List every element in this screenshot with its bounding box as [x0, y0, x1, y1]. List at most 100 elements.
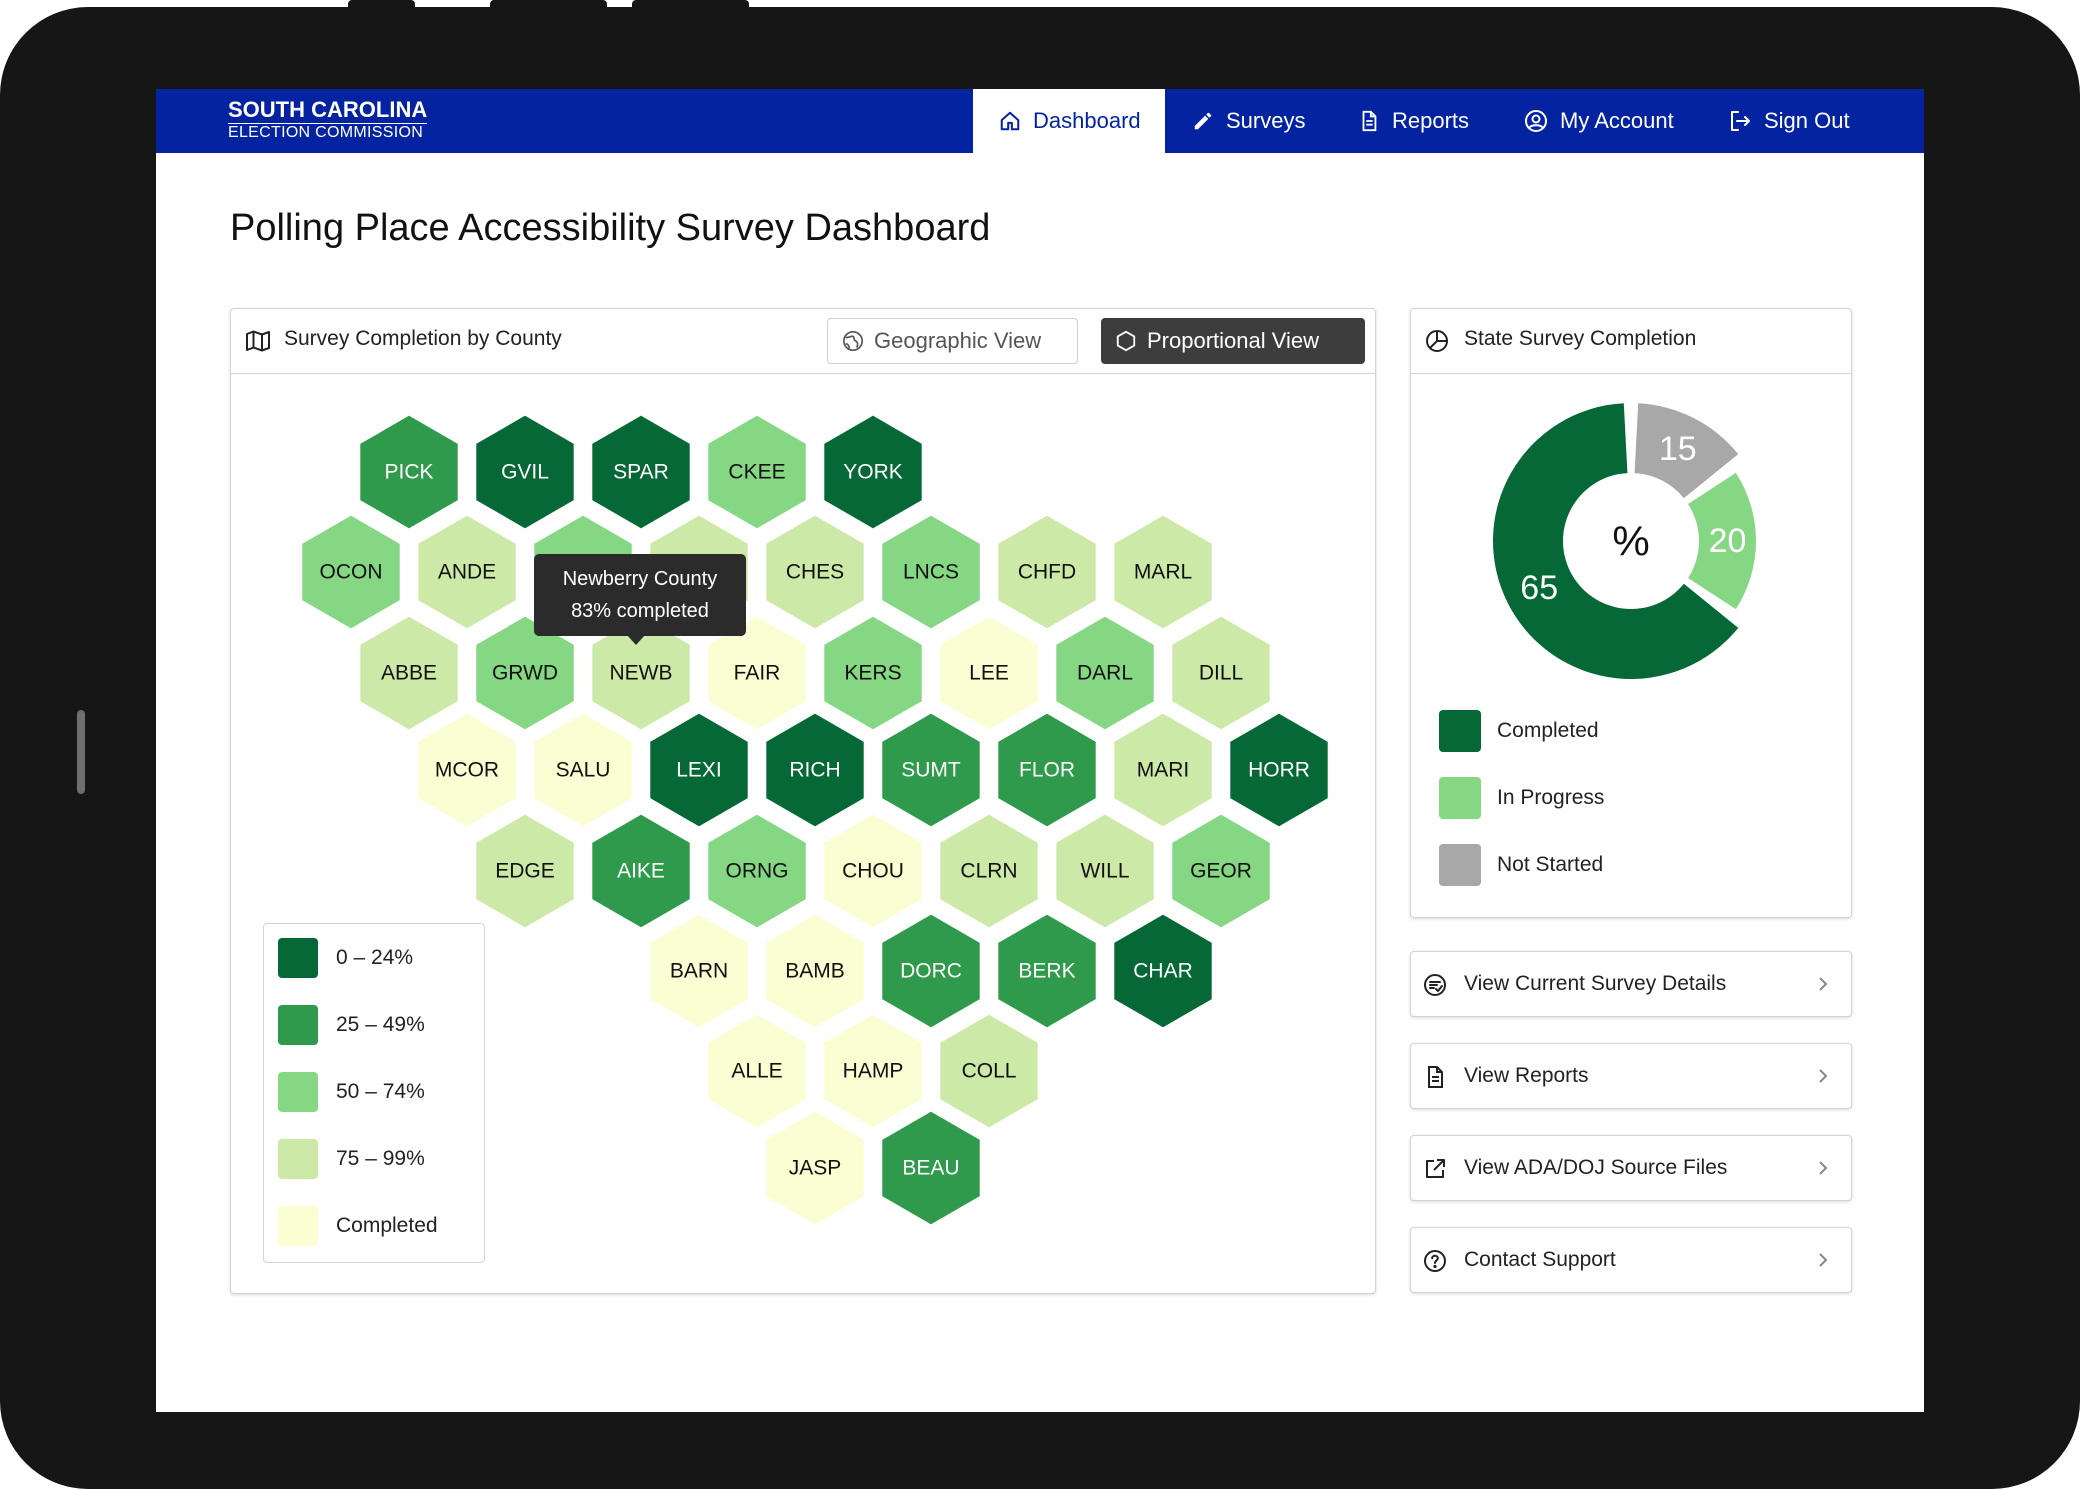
geographic-view-button[interactable]: Geographic View	[827, 318, 1078, 364]
nav-dashboard[interactable]: Dashboard	[973, 89, 1165, 153]
county-hex-chou[interactable]: CHOU	[821, 811, 925, 931]
county-hex-alle[interactable]: ALLE	[705, 1011, 809, 1131]
county-hex-chfd[interactable]: CHFD	[995, 512, 1099, 632]
county-hex-gvil[interactable]: GVIL	[473, 412, 577, 532]
county-hex-jasp[interactable]: JASP	[763, 1108, 867, 1228]
pie-legend-item: Completed	[1439, 710, 1599, 752]
hex-shape	[647, 911, 751, 1031]
county-hex-ande[interactable]: ANDE	[415, 512, 519, 632]
county-hex-salu[interactable]: SALU	[531, 710, 635, 830]
donut-slice-not-started[interactable]	[1634, 403, 1739, 499]
hex-shape	[1053, 613, 1157, 733]
donut-slice-completed[interactable]	[1493, 403, 1739, 679]
county-hex-lee[interactable]: LEE	[937, 613, 1041, 733]
hex-shape	[473, 412, 577, 532]
county-hex-spar[interactable]: SPAR	[589, 412, 693, 532]
county-hex-mcor[interactable]: MCOR	[415, 710, 519, 830]
county-hex-bamb[interactable]: BAMB	[763, 911, 867, 1031]
screen: SOUTH CAROLINA ELECTION COMMISSION Dashb…	[156, 89, 1924, 1412]
nav-surveys[interactable]: Surveys	[1192, 89, 1322, 153]
legend-swatch	[1439, 777, 1481, 819]
county-hex-rich[interactable]: RICH	[763, 710, 867, 830]
document-icon	[1428, 1066, 1443, 1088]
legend-swatch	[278, 1206, 318, 1246]
county-hex-beau[interactable]: BEAU	[879, 1108, 983, 1228]
county-hex-newb[interactable]: NEWB	[589, 613, 693, 733]
county-hex-kers[interactable]: KERS	[821, 613, 925, 733]
legend-swatch	[278, 1005, 318, 1045]
county-hex-ches[interactable]: CHES	[763, 512, 867, 632]
county-hex-clrn[interactable]: CLRN	[937, 811, 1041, 931]
county-hex-darl[interactable]: DARL	[1053, 613, 1157, 733]
county-hex-grwd[interactable]: GRWD	[473, 613, 577, 733]
county-label: BARN	[670, 960, 728, 983]
pie-legend-item: In Progress	[1439, 777, 1604, 819]
nav-reports[interactable]: Reports	[1358, 89, 1488, 153]
legend-label: 75 – 99%	[336, 1147, 425, 1170]
county-hex-ckee[interactable]: CKEE	[705, 412, 809, 532]
hex-shape	[357, 613, 461, 733]
county-hex-dill[interactable]: DILL	[1169, 613, 1273, 733]
county-hex-dorc[interactable]: DORC	[879, 911, 983, 1031]
county-hex-orng[interactable]: ORNG	[705, 811, 809, 931]
county-hex-geor[interactable]: GEOR	[1169, 811, 1273, 931]
top-navbar: SOUTH CAROLINA ELECTION COMMISSION Dashb…	[156, 89, 1924, 153]
county-hex-marl[interactable]: MARL	[1111, 512, 1215, 632]
tooltip-county: Newberry County	[562, 568, 718, 590]
county-hex-will[interactable]: WILL	[1053, 811, 1157, 931]
county-hex-berk[interactable]: BERK	[995, 911, 1099, 1031]
contact-support-link[interactable]: Contact Support	[1410, 1227, 1852, 1293]
view-ada-doj-source-files-link[interactable]: View ADA/DOJ Source Files	[1410, 1135, 1852, 1201]
county-hex-hamp[interactable]: HAMP	[821, 1011, 925, 1131]
county-label: CKEE	[728, 461, 785, 484]
county-hex-lncs[interactable]: LNCS	[879, 512, 983, 632]
county-hex-mari[interactable]: MARI	[1111, 710, 1215, 830]
county-label: CHOU	[842, 860, 904, 883]
county-hex-fair[interactable]: FAIR	[705, 613, 809, 733]
donut-value-label: 65	[1520, 569, 1558, 607]
county-hex-barn[interactable]: BARN	[647, 911, 751, 1031]
card-header: State Survey Completion	[1411, 309, 1851, 374]
county-hex-flor[interactable]: FLOR	[995, 710, 1099, 830]
county-label: YORK	[843, 461, 903, 484]
county-hex-abbe[interactable]: ABBE	[357, 613, 461, 733]
county-label: LEXI	[676, 759, 722, 782]
county-hex-sumt[interactable]: SUMT	[879, 710, 983, 830]
hex-shape	[937, 1011, 1041, 1131]
hex-shape	[531, 710, 635, 830]
county-hex-char[interactable]: CHAR	[1111, 911, 1215, 1031]
county-completion-card: Survey Completion by County Geographic V…	[230, 308, 1376, 1294]
county-label: SPAR	[613, 461, 669, 484]
view-current-survey-details-link[interactable]: View Current Survey Details	[1410, 951, 1852, 1017]
county-label: EDGE	[495, 860, 555, 883]
county-label: ABBE	[381, 662, 437, 685]
nav-label: My Account	[1560, 108, 1674, 133]
county-hex-ocon[interactable]: OCON	[299, 512, 403, 632]
county-hex-horr[interactable]: HORR	[1227, 710, 1331, 830]
hex-shape	[1111, 512, 1215, 632]
hex-shape	[995, 911, 1099, 1031]
donut-slice-in-progress[interactable]	[1688, 472, 1756, 610]
proportional-view-button[interactable]: Proportional View	[1101, 318, 1365, 364]
nav-sign-out[interactable]: Sign Out	[1728, 89, 1868, 153]
hex-shape	[589, 613, 693, 733]
county-hex-lexi[interactable]: LEXI	[647, 710, 751, 830]
nav-my-account[interactable]: My Account	[1524, 89, 1694, 153]
hex-shape	[1111, 710, 1215, 830]
county-hex-edge[interactable]: EDGE	[473, 811, 577, 931]
county-hex-york[interactable]: YORK	[821, 412, 925, 532]
device-button	[490, 0, 607, 7]
county-hex-coll[interactable]: COLL	[937, 1011, 1041, 1131]
county-label: NEWB	[610, 662, 673, 685]
donut-center-label: %	[1612, 518, 1649, 565]
hex-shape	[705, 412, 809, 532]
county-label: FAIR	[734, 662, 781, 685]
logo[interactable]: SOUTH CAROLINA ELECTION COMMISSION	[228, 97, 428, 142]
legend-item: 50 – 74%	[278, 1072, 425, 1112]
county-hex-pick[interactable]: PICK	[357, 412, 461, 532]
chevron-right-icon	[1819, 1161, 1828, 1175]
view-reports-link[interactable]: View Reports	[1410, 1043, 1852, 1109]
chevron-right-icon	[1819, 1253, 1828, 1267]
legend-label: In Progress	[1497, 786, 1605, 809]
county-hex-aike[interactable]: AIKE	[589, 811, 693, 931]
